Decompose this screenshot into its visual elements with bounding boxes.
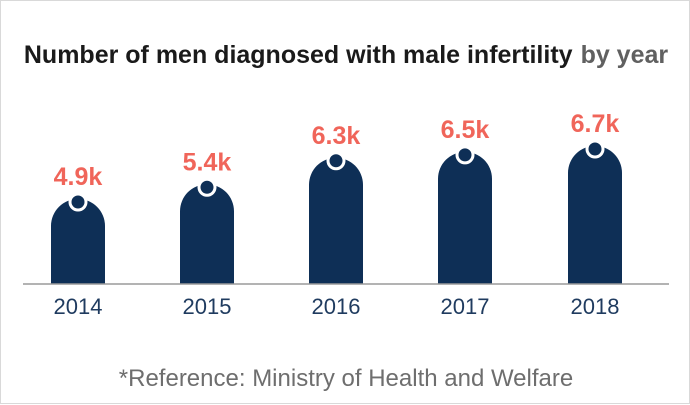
chart-subtitle: by year [580,41,669,69]
reference-note: *Reference: Ministry of Health and Welfa… [118,365,574,392]
data-label-2014: 4.9k [54,163,103,191]
data-label-2015: 5.4k [183,148,232,176]
x-tick-2017: 2017 [441,294,490,319]
x-tick-2016: 2016 [312,294,361,319]
bar-marker-2018 [585,139,605,159]
bar-2016 [309,157,363,284]
bar-marker-2016 [326,151,346,171]
data-label-2016: 6.3k [312,122,361,150]
data-label-2017: 6.5k [441,116,490,144]
data-label-2018: 6.7k [571,110,620,138]
x-tick-2014: 2014 [54,294,103,319]
x-tick-2018: 2018 [571,294,620,319]
bar-marker-2017 [455,145,475,165]
bar-2015 [180,184,234,284]
bar-marker-2015 [197,177,217,197]
bar-marker-2014 [68,192,88,212]
bar-2017 [438,151,492,284]
chart-title-row: Number of men diagnosed with male infert… [1,41,690,70]
bar-2014 [51,199,105,284]
chart-title: Number of men diagnosed with male infert… [23,41,573,69]
x-tick-2015: 2015 [183,294,232,319]
bar-2018 [568,146,622,284]
